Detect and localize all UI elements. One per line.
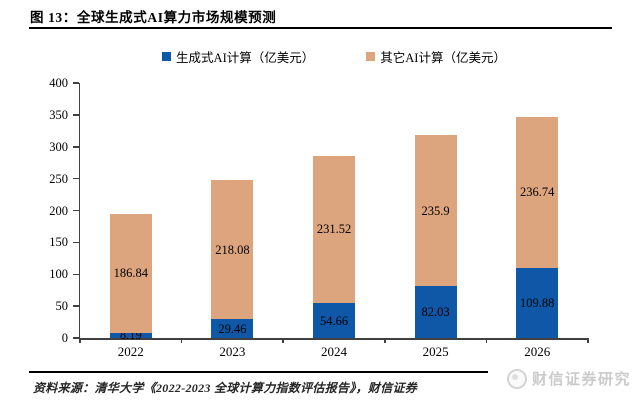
legend-swatch-other-ai [366,52,376,61]
y-tick-mark [72,241,79,244]
x-category-label: 2022 [117,344,144,359]
brand-watermark: 财信证券研究 [506,368,631,389]
x-category-label: 2024 [321,344,347,359]
bar-value-label: 29.46 [218,321,247,336]
legend-label-other-ai: 其它AI计算（亿美元） [380,51,506,65]
bar-value-label: 231.52 [316,222,352,237]
bar-segment [414,135,457,286]
y-tick-mark [72,82,79,84]
bar-value-label: 218.08 [215,242,250,257]
x-tick-mark [282,339,284,343]
y-tick-mark [72,337,79,339]
y-tick-label: 100 [49,267,68,281]
y-tick-mark [72,114,79,116]
y-tick-mark [72,209,79,212]
bar-segment [313,303,355,338]
y-tick-mark [72,273,79,275]
bar-value-label: 235.9 [421,203,450,218]
source-note: 资料来源：清华大学《2022-2023 全球计算力指数评估报告》，财信证券 [33,381,418,395]
bar-segment [211,319,254,338]
bar-value-label: 186.84 [113,265,148,280]
bar-segment [516,267,559,338]
y-tick-label: 150 [49,235,68,250]
y-tick-mark [72,146,79,148]
x-tick-mark [180,339,183,343]
x-category-label: 2026 [524,344,551,359]
y-tick-label: 350 [49,107,68,122]
bar-value-label: 109.88 [520,295,555,310]
x-tick-mark [587,339,589,343]
bar-segment [313,155,355,304]
bar-segment [109,213,152,333]
legend-label-generative-ai: 生成式AI计算（亿美元） [176,51,315,65]
y-tick-label: 400 [49,75,68,90]
y-tick-label: 0 [61,330,68,345]
title-rule [29,27,612,29]
bar-segment [211,180,254,320]
x-tick-mark [485,339,488,343]
legend-item-generative-ai: 生成式AI计算（亿美元） [162,47,314,66]
legend-item-other-ai: 其它AI计算（亿美元） [366,47,506,66]
bar-value-label: 82.03 [421,304,450,319]
bar-segment [516,117,559,268]
legend-swatch-generative-ai [162,52,172,61]
y-tick-label: 50 [55,298,69,313]
y-tick-mark [72,305,79,307]
figure-title: 图 13：全球生成式AI算力市场规模预测 [30,10,277,25]
bar-value-label: 236.74 [520,185,555,200]
brand-watermark-text: 财信证券研究 [531,371,631,388]
x-tick-mark [384,339,386,343]
y-tick-label: 200 [49,203,68,218]
y-tick-label: 300 [49,139,68,154]
y-axis [78,83,81,338]
brand-logo-icon [506,368,527,389]
source-rule [29,371,488,373]
y-tick-mark [72,177,79,180]
y-tick-label: 250 [49,171,68,186]
bar-segment [109,332,152,338]
x-tick-mark [79,339,81,343]
x-axis [78,338,589,340]
x-category-label: 2025 [422,344,449,359]
bar-segment [414,285,457,338]
chart-legend: 生成式AI计算（亿美元） 其它AI计算（亿美元） [80,47,588,66]
bar-value-label: 54.66 [319,313,349,328]
x-category-label: 2023 [219,344,246,359]
